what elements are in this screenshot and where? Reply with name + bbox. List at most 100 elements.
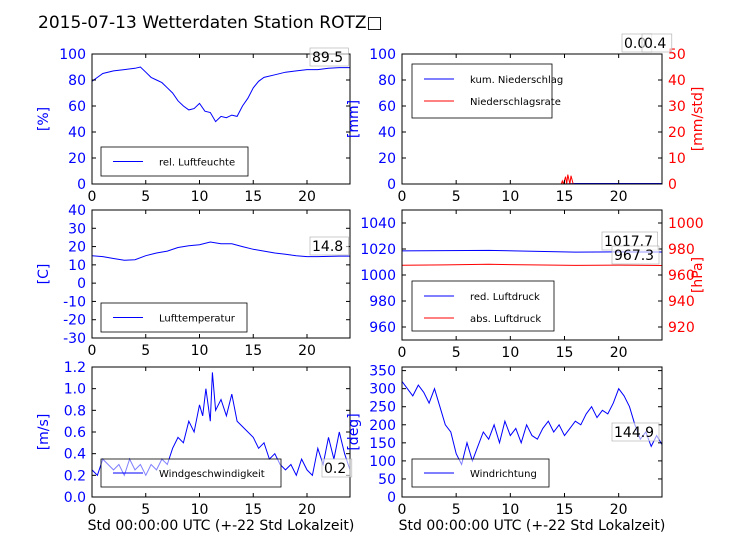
y-tick-label: 1020 xyxy=(360,242,396,258)
x-axis-label: Std 00:00:00 UTC (+-22 Std Lokalzeit) xyxy=(399,518,666,534)
y-right-tick-label: 960 xyxy=(668,268,695,284)
x-tick-label: 10 xyxy=(501,345,519,361)
legend-windspeed: Windgeschwindigkeit xyxy=(100,458,282,488)
y-tick-label: 80 xyxy=(378,73,396,89)
legend-entry: Lufttemperatur xyxy=(159,314,236,325)
y-right-tick-label: 40 xyxy=(668,73,686,89)
y-tick-label: 0.6 xyxy=(64,425,86,441)
y-axis-label: [C] xyxy=(36,264,52,285)
y-right-tick-label: 1000 xyxy=(668,216,704,232)
value-label-box xyxy=(611,422,660,442)
y-right-tick-label: 20 xyxy=(668,125,686,141)
y-tick-label: 1040 xyxy=(360,216,396,232)
x-tick-label: 0 xyxy=(88,343,97,359)
y-tick-label: 0 xyxy=(387,490,396,506)
y-tick-label: 0 xyxy=(77,276,86,292)
y-tick-label: 0.8 xyxy=(64,403,86,419)
y-tick-label: 40 xyxy=(68,125,86,141)
x-tick-label: 0 xyxy=(88,189,97,205)
x-tick-label: 0 xyxy=(398,189,407,205)
y-tick-label: 250 xyxy=(369,400,396,416)
y-tick-label: 300 xyxy=(369,382,396,398)
legend-temperature: Lufttemperatur xyxy=(100,302,248,333)
x-tick-label: 10 xyxy=(191,189,209,205)
y-tick-label: 0.2 xyxy=(64,468,86,484)
y-tick-label: 20 xyxy=(68,151,86,167)
legend-pressure: red. Luftdruck abs. Luftdruck xyxy=(411,280,555,332)
y-right-tick-label: 10 xyxy=(668,151,686,167)
y-axis-label: [deg] xyxy=(346,413,362,450)
y-tick-label: 60 xyxy=(378,99,396,115)
value-label-box xyxy=(309,236,349,256)
value-label-box xyxy=(321,458,353,478)
y-tick-label: 350 xyxy=(369,364,396,380)
x-tick-label: 0 xyxy=(398,345,407,361)
value-label: 0.4 xyxy=(644,36,666,52)
y-tick-label: -10 xyxy=(63,294,86,310)
y-tick-label: 100 xyxy=(59,47,86,63)
y-tick-label: 980 xyxy=(369,294,396,310)
value-label: 144.9 xyxy=(614,425,654,441)
x-tick-label: 10 xyxy=(501,189,519,205)
x-tick-label: 5 xyxy=(452,345,461,361)
y-tick-label: 200 xyxy=(369,418,396,434)
value-label: 14.8 xyxy=(312,239,343,255)
x-tick-label: 15 xyxy=(556,345,574,361)
y-tick-label: 100 xyxy=(369,47,396,63)
legend-precipitation: kum. Niederschlag Niederschlagsrate xyxy=(411,63,563,119)
x-tick-label: 10 xyxy=(501,502,519,518)
y-tick-label: 80 xyxy=(68,73,86,89)
x-tick-label: 20 xyxy=(298,343,316,359)
y-tick-label: 100 xyxy=(369,454,396,470)
legend-entry: abs. Luftdruck xyxy=(470,314,541,325)
y-tick-label: 1000 xyxy=(360,268,396,284)
panel-pressure: 0 5 10 15 20 960 980 1000 1020 1040 920 940 960 980 10… xyxy=(360,209,706,361)
panel-humidity: 0 5 10 15 20 0 20 40 60 80 100 [%] rel. Luftfeuchte 8… xyxy=(36,47,351,205)
figure-title: 2015-07-13 Wetterdaten Station ROTZ□ xyxy=(38,13,383,33)
legend-winddirection: Windrichtung xyxy=(411,458,550,488)
x-tick-label: 15 xyxy=(244,343,262,359)
legend-frame xyxy=(411,280,555,332)
x-tick-label: 5 xyxy=(452,189,461,205)
y-axis-label: [%] xyxy=(36,107,52,131)
series-line-pressure-1 xyxy=(402,263,662,266)
y-tick-label: 1.0 xyxy=(64,382,86,398)
value-label: 0.2 xyxy=(324,461,346,477)
y-tick-label: 30 xyxy=(68,221,86,237)
legend-entry: Windrichtung xyxy=(470,469,537,480)
x-tick-label: 20 xyxy=(298,189,316,205)
x-tick-label: 10 xyxy=(191,502,209,518)
y-tick-label: 0 xyxy=(387,177,396,193)
x-tick-label: 15 xyxy=(556,502,574,518)
x-tick-label: 0 xyxy=(88,502,97,518)
axes-frame-precipitation xyxy=(401,53,663,185)
y-tick-label: 50 xyxy=(378,472,396,488)
value-label: 967.3 xyxy=(614,248,654,264)
y-tick-label: 60 xyxy=(68,99,86,115)
series-line-temperature-0 xyxy=(92,241,350,261)
series-line-winddirection-0 xyxy=(402,381,662,466)
y-tick-label: 150 xyxy=(369,436,396,452)
y-axis-label: [m/s] xyxy=(36,414,52,451)
y-tick-label: 960 xyxy=(369,320,396,336)
x-tick-label: 20 xyxy=(610,189,628,205)
panel-temperature: 0 5 10 15 20 -30 -20 -10 0 10 20 30 40 [C] Lufttempera… xyxy=(36,203,351,359)
value-label-box xyxy=(641,33,673,53)
value-label: 0.0 xyxy=(624,36,646,52)
y-tick-label: -20 xyxy=(63,313,86,329)
y-right-tick-label: 920 xyxy=(668,320,695,336)
y-right-tick-label: 30 xyxy=(668,99,686,115)
x-tick-label: 15 xyxy=(556,189,574,205)
x-tick-label: 0 xyxy=(398,502,407,518)
x-tick-label: 15 xyxy=(244,502,262,518)
axes-frame-temperature xyxy=(91,209,351,339)
panel-precipitation: 0 5 10 15 20 0 20 40 60 80 100 0 10 20 30 40 50 [mm] [mm/s… xyxy=(346,33,706,205)
series-line-humidity-0 xyxy=(92,66,350,123)
x-tick-label: 5 xyxy=(141,502,150,518)
legend-humidity: rel. Luftfeuchte xyxy=(100,146,249,177)
y-tick-label: 10 xyxy=(68,258,86,274)
axes-frame-humidity xyxy=(91,53,351,185)
y-axis-label-right: [hPa] xyxy=(690,257,706,293)
